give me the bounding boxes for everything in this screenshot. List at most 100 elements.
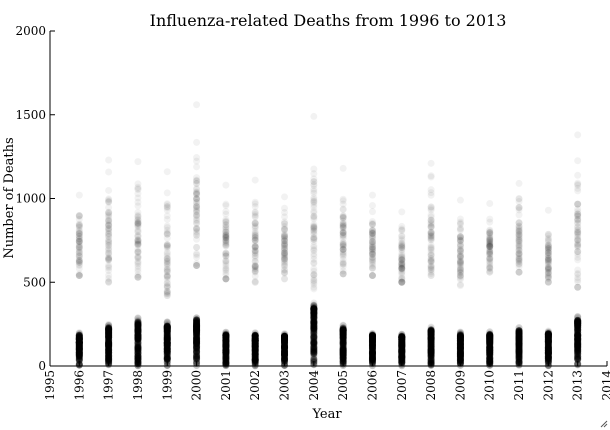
data-point: [163, 334, 171, 342]
data-point: [105, 261, 113, 269]
data-point: [456, 339, 464, 347]
data-point: [134, 327, 142, 335]
x-tick-label: 2004: [307, 370, 321, 401]
data-point: [163, 212, 171, 220]
data-point: [134, 335, 142, 343]
data-point: [163, 268, 171, 276]
data-point: [105, 342, 113, 350]
data-point: [193, 325, 201, 333]
data-point: [193, 327, 201, 335]
data-point: [105, 247, 113, 255]
data-point: [193, 348, 201, 356]
data-point: [105, 230, 113, 238]
data-point: [134, 352, 142, 360]
data-point: [163, 353, 171, 361]
data-point: [163, 323, 171, 331]
data-point: [105, 333, 113, 341]
data-point: [193, 320, 201, 328]
x-tick-label: 1998: [131, 370, 145, 401]
data-point: [105, 338, 113, 346]
y-tick-label: 2000: [15, 24, 46, 38]
data-point: [75, 331, 83, 339]
data-point: [368, 243, 376, 251]
data-point: [105, 345, 113, 353]
data-point: [193, 347, 201, 355]
data-point: [75, 353, 83, 361]
data-point: [193, 318, 201, 326]
data-point: [193, 323, 201, 331]
data-point: [75, 334, 83, 342]
data-point: [75, 346, 83, 354]
data-point: [75, 339, 83, 347]
data-point: [75, 356, 83, 364]
data-point: [163, 325, 171, 333]
data-point: [105, 347, 113, 355]
resize-grip-icon[interactable]: [600, 420, 608, 428]
data-point: [75, 331, 83, 339]
data-point: [134, 318, 142, 326]
data-point: [163, 255, 171, 263]
data-point: [105, 328, 113, 336]
data-point: [75, 257, 83, 265]
data-point: [75, 240, 83, 248]
data-point: [75, 244, 83, 252]
data-point: [163, 336, 171, 344]
data-point: [75, 334, 83, 342]
data-point: [134, 328, 142, 336]
data-point: [193, 332, 201, 340]
data-point: [134, 353, 142, 361]
data-point: [163, 329, 171, 337]
data-point: [134, 345, 142, 353]
data-point: [134, 213, 142, 221]
data-point: [134, 341, 142, 349]
data-point: [163, 345, 171, 353]
data-point: [163, 335, 171, 343]
data-point: [193, 205, 201, 213]
year-group-1998: [134, 158, 142, 370]
data-point: [134, 352, 142, 360]
data-point: [281, 235, 289, 243]
data-point: [163, 355, 171, 363]
data-point: [163, 337, 171, 345]
data-point: [134, 335, 142, 343]
data-point: [193, 340, 201, 348]
data-point: [105, 342, 113, 350]
data-point: [163, 248, 171, 256]
data-point: [105, 263, 113, 271]
data-point: [105, 219, 113, 227]
data-point: [456, 352, 464, 360]
data-point: [105, 321, 113, 329]
data-point: [134, 322, 142, 330]
data-point: [134, 327, 142, 335]
data-point: [75, 341, 83, 349]
data-point: [105, 339, 113, 347]
data-point: [163, 333, 171, 341]
data-point: [163, 318, 171, 326]
data-point: [134, 228, 142, 236]
data-point: [105, 241, 113, 249]
data-point: [193, 352, 201, 360]
data-point: [193, 101, 201, 109]
data-point: [134, 340, 142, 348]
data-point: [163, 336, 171, 344]
data-point: [310, 225, 318, 233]
data-point: [105, 203, 113, 211]
data-point: [163, 323, 171, 331]
data-point: [75, 258, 83, 266]
data-point: [193, 334, 201, 342]
data-point: [310, 201, 318, 209]
data-point: [75, 339, 83, 347]
data-point: [163, 319, 171, 327]
data-point: [134, 219, 142, 227]
data-point: [75, 230, 83, 238]
data-point: [105, 332, 113, 340]
data-point: [134, 336, 142, 344]
data-point: [163, 283, 171, 291]
data-point: [134, 320, 142, 328]
data-point: [75, 339, 83, 347]
data-point: [134, 355, 142, 363]
data-point: [134, 198, 142, 206]
data-point: [134, 319, 142, 327]
data-point: [134, 329, 142, 337]
data-point: [193, 352, 201, 360]
